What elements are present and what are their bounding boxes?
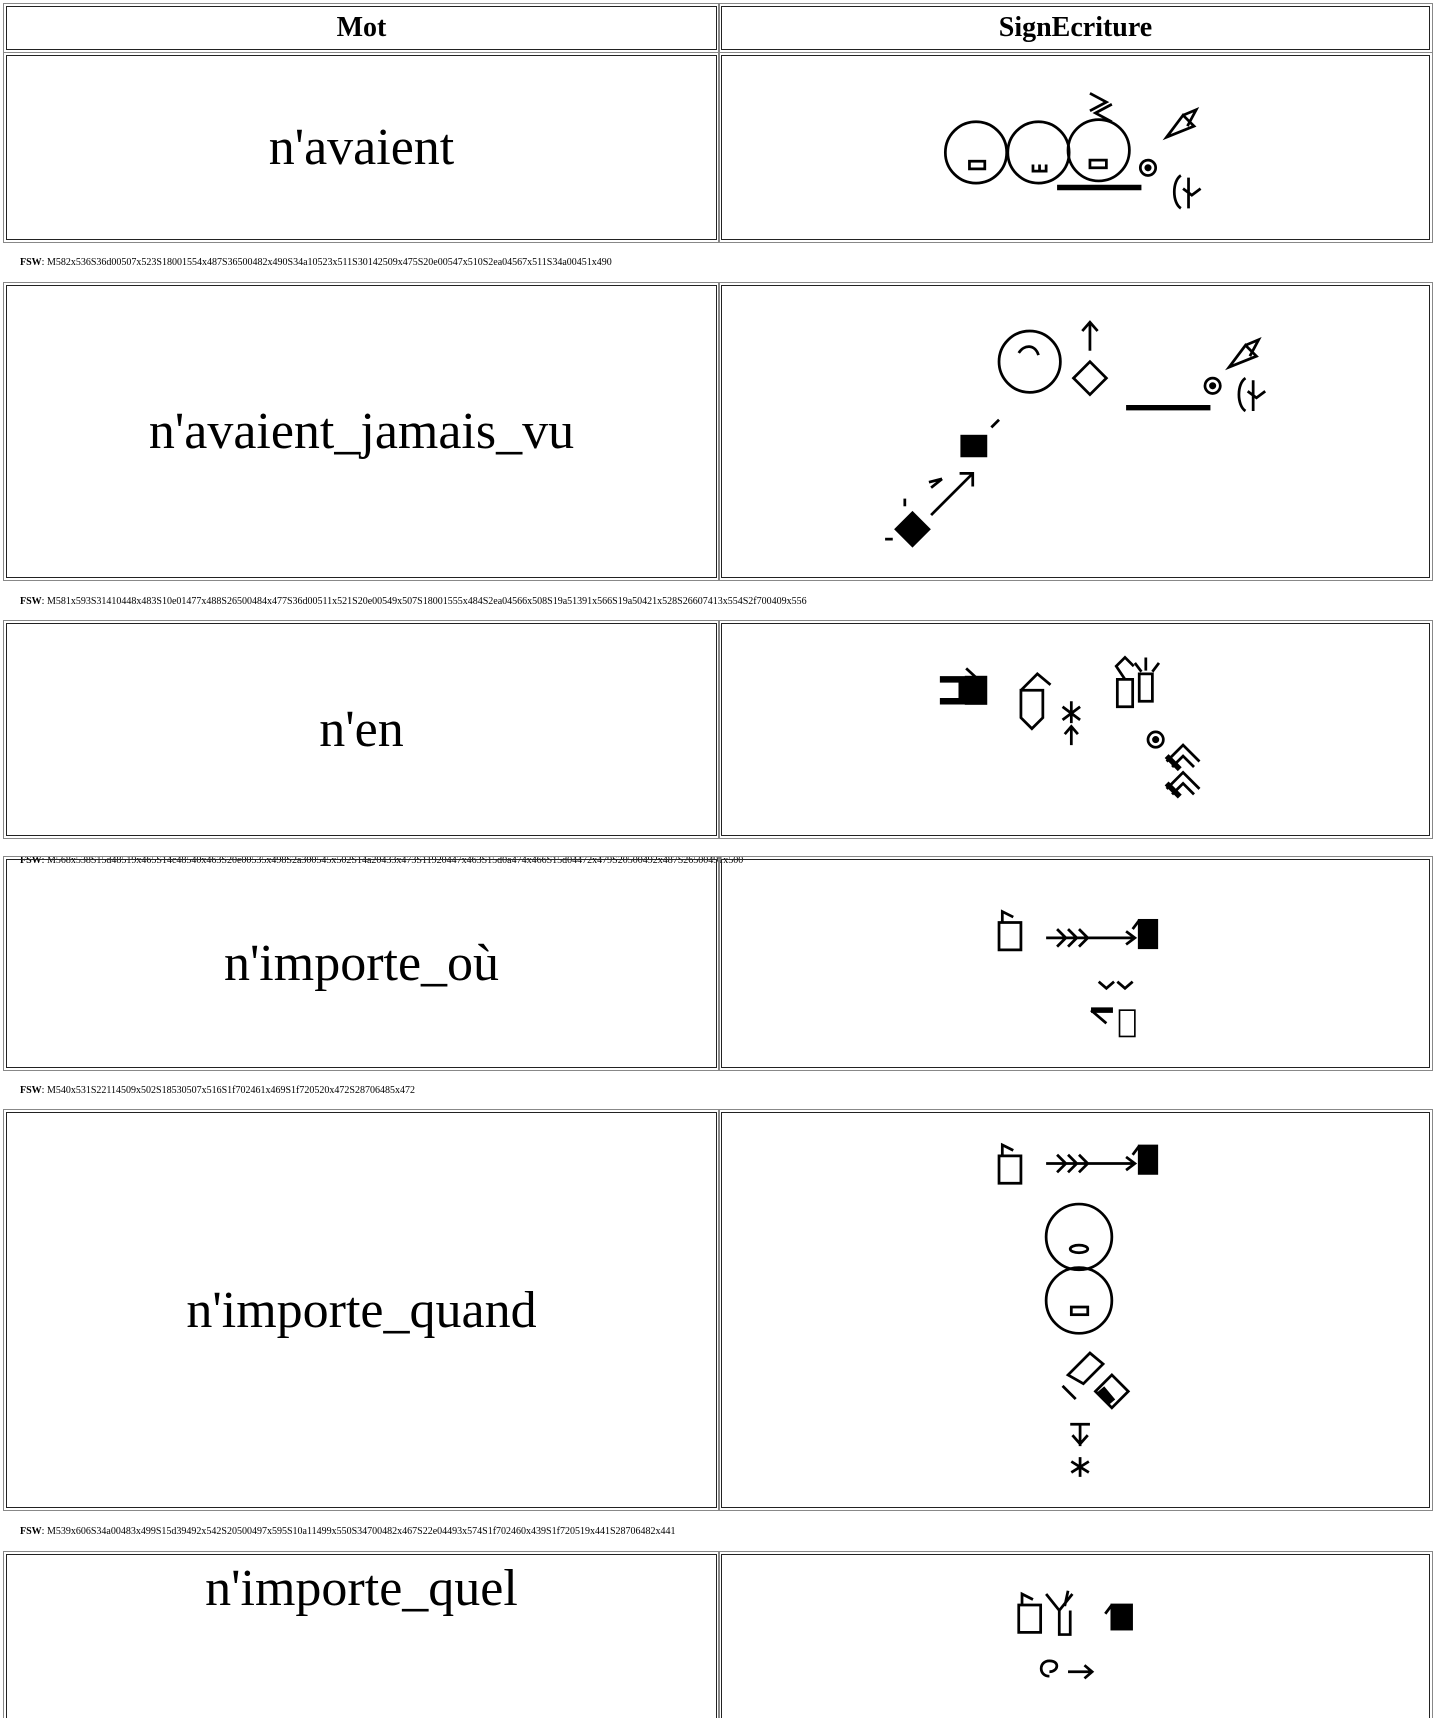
- fsw-code: M581x593S31410448x483S10e01477x488S26500…: [46, 596, 807, 607]
- word-cell: n'avaient: [3, 52, 720, 243]
- fsw-label: FSW: [20, 596, 42, 607]
- header-text: SignEcriture: [998, 12, 1153, 43]
- word-cell: n'en: [3, 620, 720, 839]
- word-cell: n'importe_quel: [3, 1551, 720, 1718]
- sign-cell: [718, 282, 1433, 581]
- sign-cell: [718, 52, 1433, 243]
- word: n'importe_où: [223, 935, 500, 992]
- fsw-label: FSW: [20, 257, 42, 268]
- fsw-label: FSW: [20, 1085, 42, 1096]
- word: n'avaient_jamais_vu: [148, 403, 575, 460]
- sign-cell: [718, 1109, 1433, 1511]
- sign-cell: [718, 1551, 1433, 1718]
- fsw-code: M582x536S36d00507x523S18001554x487S36500…: [46, 257, 612, 268]
- header-text: Mot: [336, 12, 387, 43]
- header-cell: SignEcriture: [718, 3, 1433, 53]
- fsw-line: FSW: M582x536S36d00507x523S18001554x487S…: [20, 257, 612, 268]
- fsw-label: FSW: [20, 1526, 42, 1537]
- fsw-line: FSW: M540x531S22114509x502S18530507x516S…: [20, 1085, 415, 1096]
- word-cell: n'importe_quand: [3, 1109, 720, 1511]
- fsw-line: FSW: M581x593S31410448x483S10e01477x488S…: [20, 596, 807, 607]
- header-cell: Mot: [3, 3, 720, 53]
- fsw-code: M539x606S34a00483x499S15d39492x542S20500…: [46, 1526, 676, 1537]
- word: n'avaient: [268, 119, 455, 176]
- word-cell: n'importe_où: [3, 856, 720, 1071]
- word: n'importe_quel: [205, 1559, 518, 1617]
- word-cell: n'avaient_jamais_vu: [3, 282, 720, 581]
- sign-cell: [718, 856, 1433, 1071]
- fsw-separator: :: [41, 855, 47, 866]
- word: n'en: [319, 701, 404, 758]
- fsw-code: M540x531S22114509x502S18530507x516S1f702…: [46, 1085, 415, 1096]
- fsw-label: FSW: [20, 855, 42, 866]
- sign-cell: [718, 620, 1433, 839]
- fsw-separator: :: [41, 257, 47, 268]
- fsw-separator: :: [41, 596, 47, 607]
- fsw-code: M568x538S15d48519x465S14c48540x463S20e00…: [46, 855, 744, 866]
- fsw-line: FSW: M568x538S15d48519x465S14c48540x463S…: [20, 855, 743, 866]
- fsw-line: FSW: M539x606S34a00483x499S15d39492x542S…: [20, 1526, 676, 1537]
- word: n'importe_quand: [186, 1281, 537, 1339]
- fsw-separator: :: [41, 1526, 47, 1537]
- fsw-separator: :: [41, 1085, 47, 1096]
